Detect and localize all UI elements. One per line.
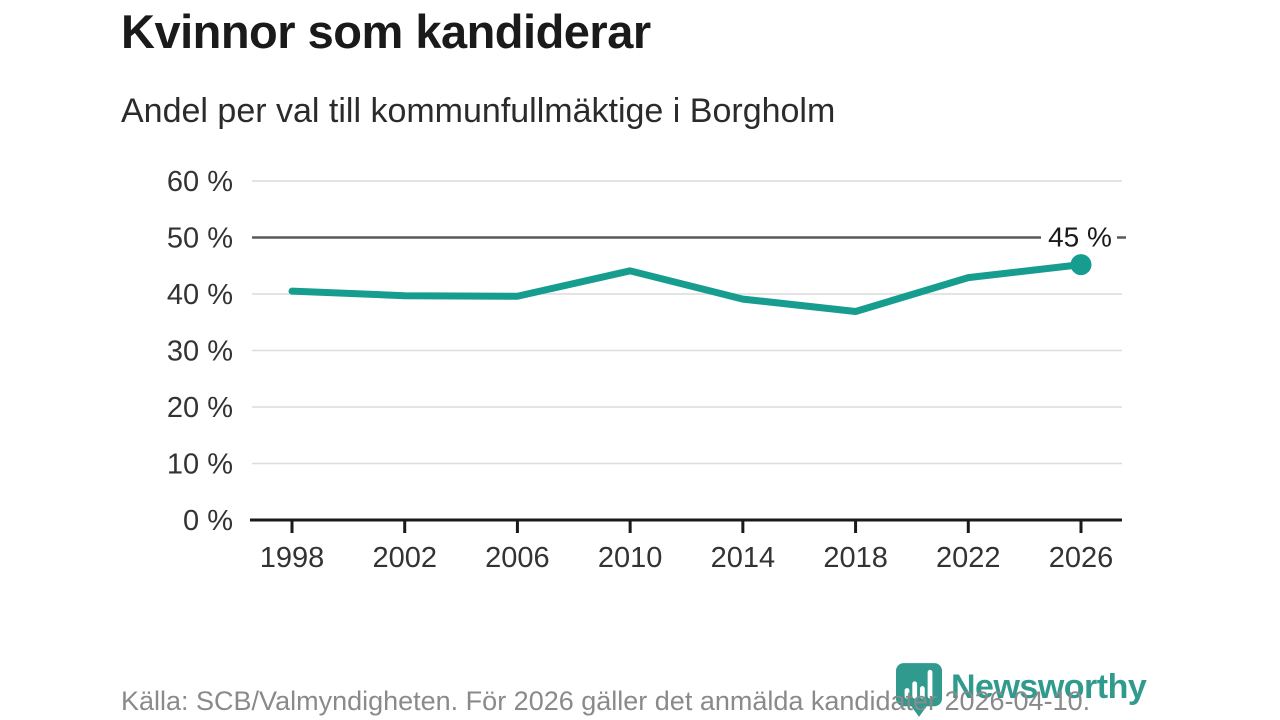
newsworthy-pin-chart-icon xyxy=(896,663,942,717)
x-tick-label: 2018 xyxy=(823,542,888,574)
y-tick-label: 50 % xyxy=(167,223,233,255)
x-tick-label: 2010 xyxy=(598,542,663,574)
chart-subtitle: Andel per val till kommunfullmäktige i B… xyxy=(121,92,836,130)
data-line xyxy=(288,261,1085,316)
last-point-marker xyxy=(1070,254,1092,276)
y-tick-label: 30 % xyxy=(167,336,233,368)
last-value-label: 45 % xyxy=(1048,222,1112,253)
y-tick-label: 40 % xyxy=(167,279,233,311)
x-tick-label: 2014 xyxy=(711,542,776,574)
x-tick-label: 2026 xyxy=(1049,542,1114,574)
y-tick-label: 60 % xyxy=(167,166,233,198)
x-tick-label: 2002 xyxy=(372,542,437,574)
x-tick-label: 1998 xyxy=(260,542,325,574)
y-tick-label: 0 % xyxy=(183,505,233,537)
y-tick-label: 10 % xyxy=(167,449,233,481)
y-tick-label: 20 % xyxy=(167,392,233,424)
x-tick-label: 2006 xyxy=(485,542,550,574)
x-tick-label: 2022 xyxy=(936,542,1001,574)
newsworthy-logo: Newsworthy xyxy=(896,663,1147,717)
newsworthy-wordmark: Newsworthy xyxy=(951,668,1147,706)
page-title: Kvinnor som kandiderar xyxy=(121,5,651,58)
source-note: Källa: SCB/Valmyndigheten. För 2026 gäll… xyxy=(121,686,1091,716)
